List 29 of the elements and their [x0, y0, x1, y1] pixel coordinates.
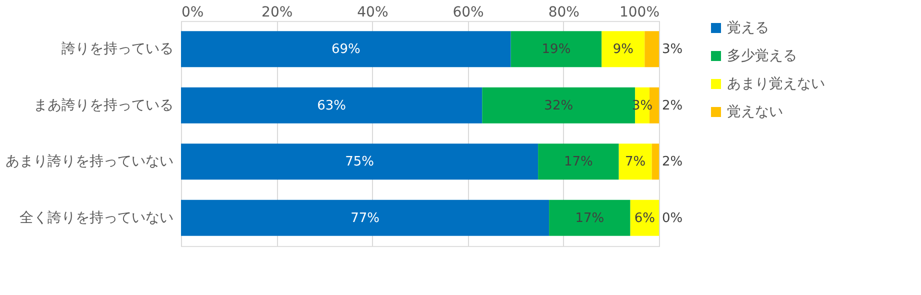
data-label: 9% [612, 42, 634, 58]
data-label: 2% [662, 154, 683, 170]
legend-label: あまり覚えない [727, 76, 825, 92]
y-tick-label: まあ誇りを持っている [34, 97, 174, 114]
data-label: 77% [350, 210, 380, 226]
y-tick-label: 誇りを持っている [62, 41, 174, 58]
data-label: 17% [575, 210, 604, 226]
data-label: 19% [542, 42, 571, 58]
data-label: 63% [317, 98, 346, 114]
data-label: 75% [345, 154, 374, 170]
data-label: 69% [331, 42, 360, 58]
legend-label: 覚える [727, 20, 769, 36]
x-tick-label: 0% [182, 4, 204, 20]
x-tick-label: 80% [548, 4, 580, 20]
x-tick-label: 60% [452, 4, 484, 20]
legend-label: 覚えない [727, 104, 783, 120]
legend-label: 多少覚える [727, 48, 797, 64]
x-tick-label: 100% [619, 4, 660, 20]
data-label: 0% [662, 210, 683, 226]
data-label: 17% [564, 154, 593, 170]
x-tick-label: 40% [357, 4, 388, 20]
data-label: 3% [662, 42, 683, 58]
data-label: 6% [634, 210, 655, 226]
y-tick-label: あまり誇りを持っていない [6, 154, 174, 170]
data-label: 32% [544, 98, 574, 114]
x-tick-label: 20% [262, 4, 293, 20]
data-label: 2% [662, 98, 683, 114]
y-tick-label: 全く誇りを持っていない [20, 210, 174, 226]
data-label: 7% [625, 154, 646, 170]
